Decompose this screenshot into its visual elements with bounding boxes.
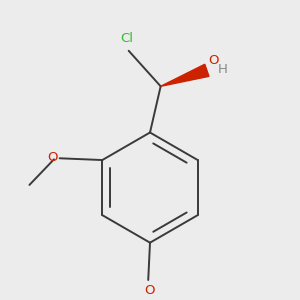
- Text: O: O: [47, 151, 58, 164]
- Text: Cl: Cl: [120, 32, 134, 45]
- Text: H: H: [218, 63, 227, 76]
- Text: O: O: [144, 284, 154, 297]
- Polygon shape: [161, 64, 209, 86]
- Text: O: O: [208, 54, 219, 67]
